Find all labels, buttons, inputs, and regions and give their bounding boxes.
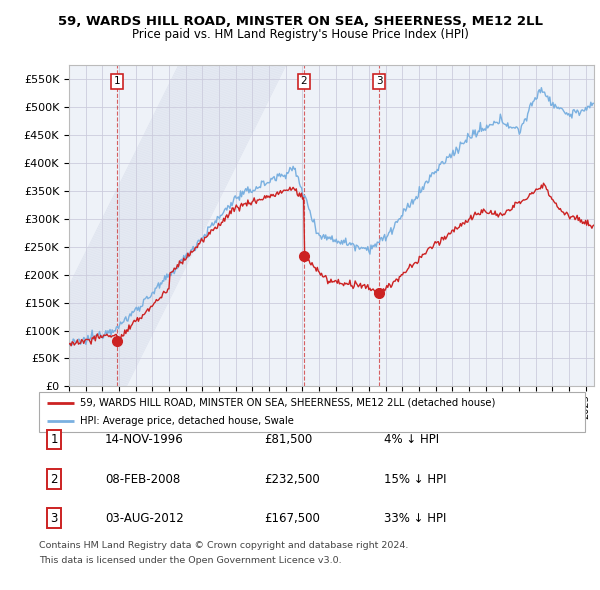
Text: 2: 2 <box>301 76 307 86</box>
Text: 3: 3 <box>376 76 382 86</box>
Text: This data is licensed under the Open Government Licence v3.0.: This data is licensed under the Open Gov… <box>39 556 341 565</box>
Text: 33% ↓ HPI: 33% ↓ HPI <box>384 512 446 525</box>
Text: HPI: Average price, detached house, Swale: HPI: Average price, detached house, Swal… <box>80 416 294 426</box>
Text: 1: 1 <box>50 433 58 446</box>
FancyBboxPatch shape <box>39 392 585 432</box>
Text: 4% ↓ HPI: 4% ↓ HPI <box>384 433 439 446</box>
Text: Price paid vs. HM Land Registry's House Price Index (HPI): Price paid vs. HM Land Registry's House … <box>131 28 469 41</box>
Text: 2: 2 <box>50 473 58 486</box>
Text: 59, WARDS HILL ROAD, MINSTER ON SEA, SHEERNESS, ME12 2LL (detached house): 59, WARDS HILL ROAD, MINSTER ON SEA, SHE… <box>80 398 496 408</box>
Text: £167,500: £167,500 <box>264 512 320 525</box>
Text: 59, WARDS HILL ROAD, MINSTER ON SEA, SHEERNESS, ME12 2LL: 59, WARDS HILL ROAD, MINSTER ON SEA, SHE… <box>58 15 542 28</box>
Text: 03-AUG-2012: 03-AUG-2012 <box>105 512 184 525</box>
Text: 15% ↓ HPI: 15% ↓ HPI <box>384 473 446 486</box>
Text: 08-FEB-2008: 08-FEB-2008 <box>105 473 180 486</box>
Text: £232,500: £232,500 <box>264 473 320 486</box>
Text: Contains HM Land Registry data © Crown copyright and database right 2024.: Contains HM Land Registry data © Crown c… <box>39 541 409 550</box>
Text: £81,500: £81,500 <box>264 433 312 446</box>
Text: 1: 1 <box>113 76 121 86</box>
Text: 14-NOV-1996: 14-NOV-1996 <box>105 433 184 446</box>
Text: 3: 3 <box>50 512 58 525</box>
